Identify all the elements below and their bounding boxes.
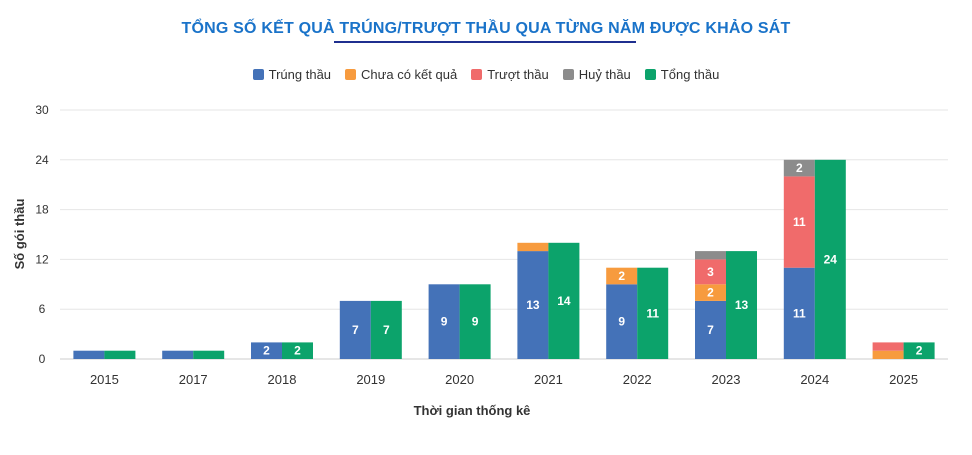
total-data-label: 14 [557,294,571,308]
y-tick-label: 12 [35,252,49,266]
x-tick-label: 2021 [534,372,563,387]
total-bar [637,267,669,359]
x-tick-label: 2023 [712,372,741,387]
bar-segment-1 [73,350,105,359]
x-tick-label: 2019 [356,372,385,387]
bar-data-label: 11 [793,306,806,320]
bar-segment-1 [606,284,638,359]
bar-segment-1 [428,284,460,359]
legend-swatch-tong-thau [644,69,656,80]
legend-swatch-huy-thau [562,69,574,80]
x-axis-title: Thời gian thống kê [414,403,531,418]
y-tick-label: 30 [35,103,49,117]
y-axis-title: Số gói thầu [12,199,27,270]
bar-segment-4 [695,251,726,260]
legend-swatch-truot-thau [471,69,483,80]
total-data-label: 7 [383,323,390,337]
legend-item-truot-thau[interactable]: Trượt thầu [471,67,549,82]
total-data-label: 2 [294,344,301,358]
y-tick-label: 0 [39,352,46,366]
bar-data-label: 9 [618,315,625,329]
x-tick-label: 2025 [889,372,918,387]
total-data-label: 9 [472,315,479,329]
x-tick-label: 2022 [623,372,652,387]
bar-data-label: 2 [263,344,270,358]
bar-data-label: 9 [441,315,448,329]
legend-item-chua-co-ket-qua[interactable]: Chưa có kết quả [345,67,457,82]
x-tick-label: 2018 [268,372,297,387]
x-tick-label: 2020 [445,372,474,387]
bar-segment-1 [162,350,194,359]
bar-segment-1 [517,251,549,359]
bar-data-label: 11 [793,215,806,229]
bar-data-label: 7 [707,323,714,337]
y-tick-label: 6 [39,302,46,316]
chart-legend: Trúng thầu Chưa có kết quả Trượt thầu Hu… [0,67,972,82]
chart-title: TỔNG SỐ KẾT QUẢ TRÚNG/TRƯỢT THẦU QUA TỪN… [181,20,791,37]
legend-label-chua-co-ket-qua: Chưa có kết quả [361,67,458,82]
legend-item-trung-thau[interactable]: Trúng thầu [252,67,332,82]
bar-segment-4 [783,159,815,177]
bar-data-label: 13 [526,298,540,312]
bar-data-label: 7 [352,323,359,337]
bar-segment-2 [606,267,638,285]
y-tick-label: 24 [35,153,49,167]
legend-label-truot-thau: Trượt thầu [487,67,549,82]
total-data-label: 2 [916,344,923,358]
legend-swatch-chua-co-ket-qua [345,69,357,80]
total-bar [459,284,491,359]
total-bar [548,242,580,359]
legend-item-tong-thau[interactable]: Tổng thầu [644,67,720,82]
legend-label-trung-thau: Trúng thầu [268,67,332,82]
legend-label-tong-thau: Tổng thầu [660,67,720,82]
bar-data-label: 2 [796,161,803,175]
bar-segment-2 [517,242,549,252]
total-bar [726,251,757,359]
bar-segment-1 [695,300,726,359]
total-data-label: 24 [824,252,838,266]
bar-data-label: 3 [707,265,714,279]
bar-segment-2 [695,284,726,301]
bar-data-label: 2 [618,269,625,283]
total-bar [193,350,225,359]
total-bar [104,350,136,359]
bar-segment-1 [783,267,815,359]
bar-segment-3 [872,342,904,351]
bar-segment-1 [339,300,371,359]
bar-segment-2 [872,350,904,359]
y-tick-label: 18 [35,203,49,217]
legend-swatch-trung-thau [252,69,264,80]
legend-item-huy-thau[interactable]: Huỷ thầu [562,67,631,82]
bar-segment-3 [783,176,815,268]
x-tick-label: 2024 [800,372,829,387]
x-tick-label: 2015 [90,372,119,387]
bar-segment-3 [695,259,726,285]
title-underline [334,41,636,43]
bar-data-label: 2 [707,286,714,300]
total-data-label: 13 [735,298,749,312]
total-bar [903,342,935,359]
x-tick-label: 2017 [179,372,208,387]
total-data-label: 11 [646,306,659,320]
total-bar [814,159,846,359]
bar-segment-1 [251,342,282,359]
legend-label-huy-thau: Huỷ thầu [578,67,631,82]
total-bar [282,342,313,359]
total-bar [370,300,402,359]
